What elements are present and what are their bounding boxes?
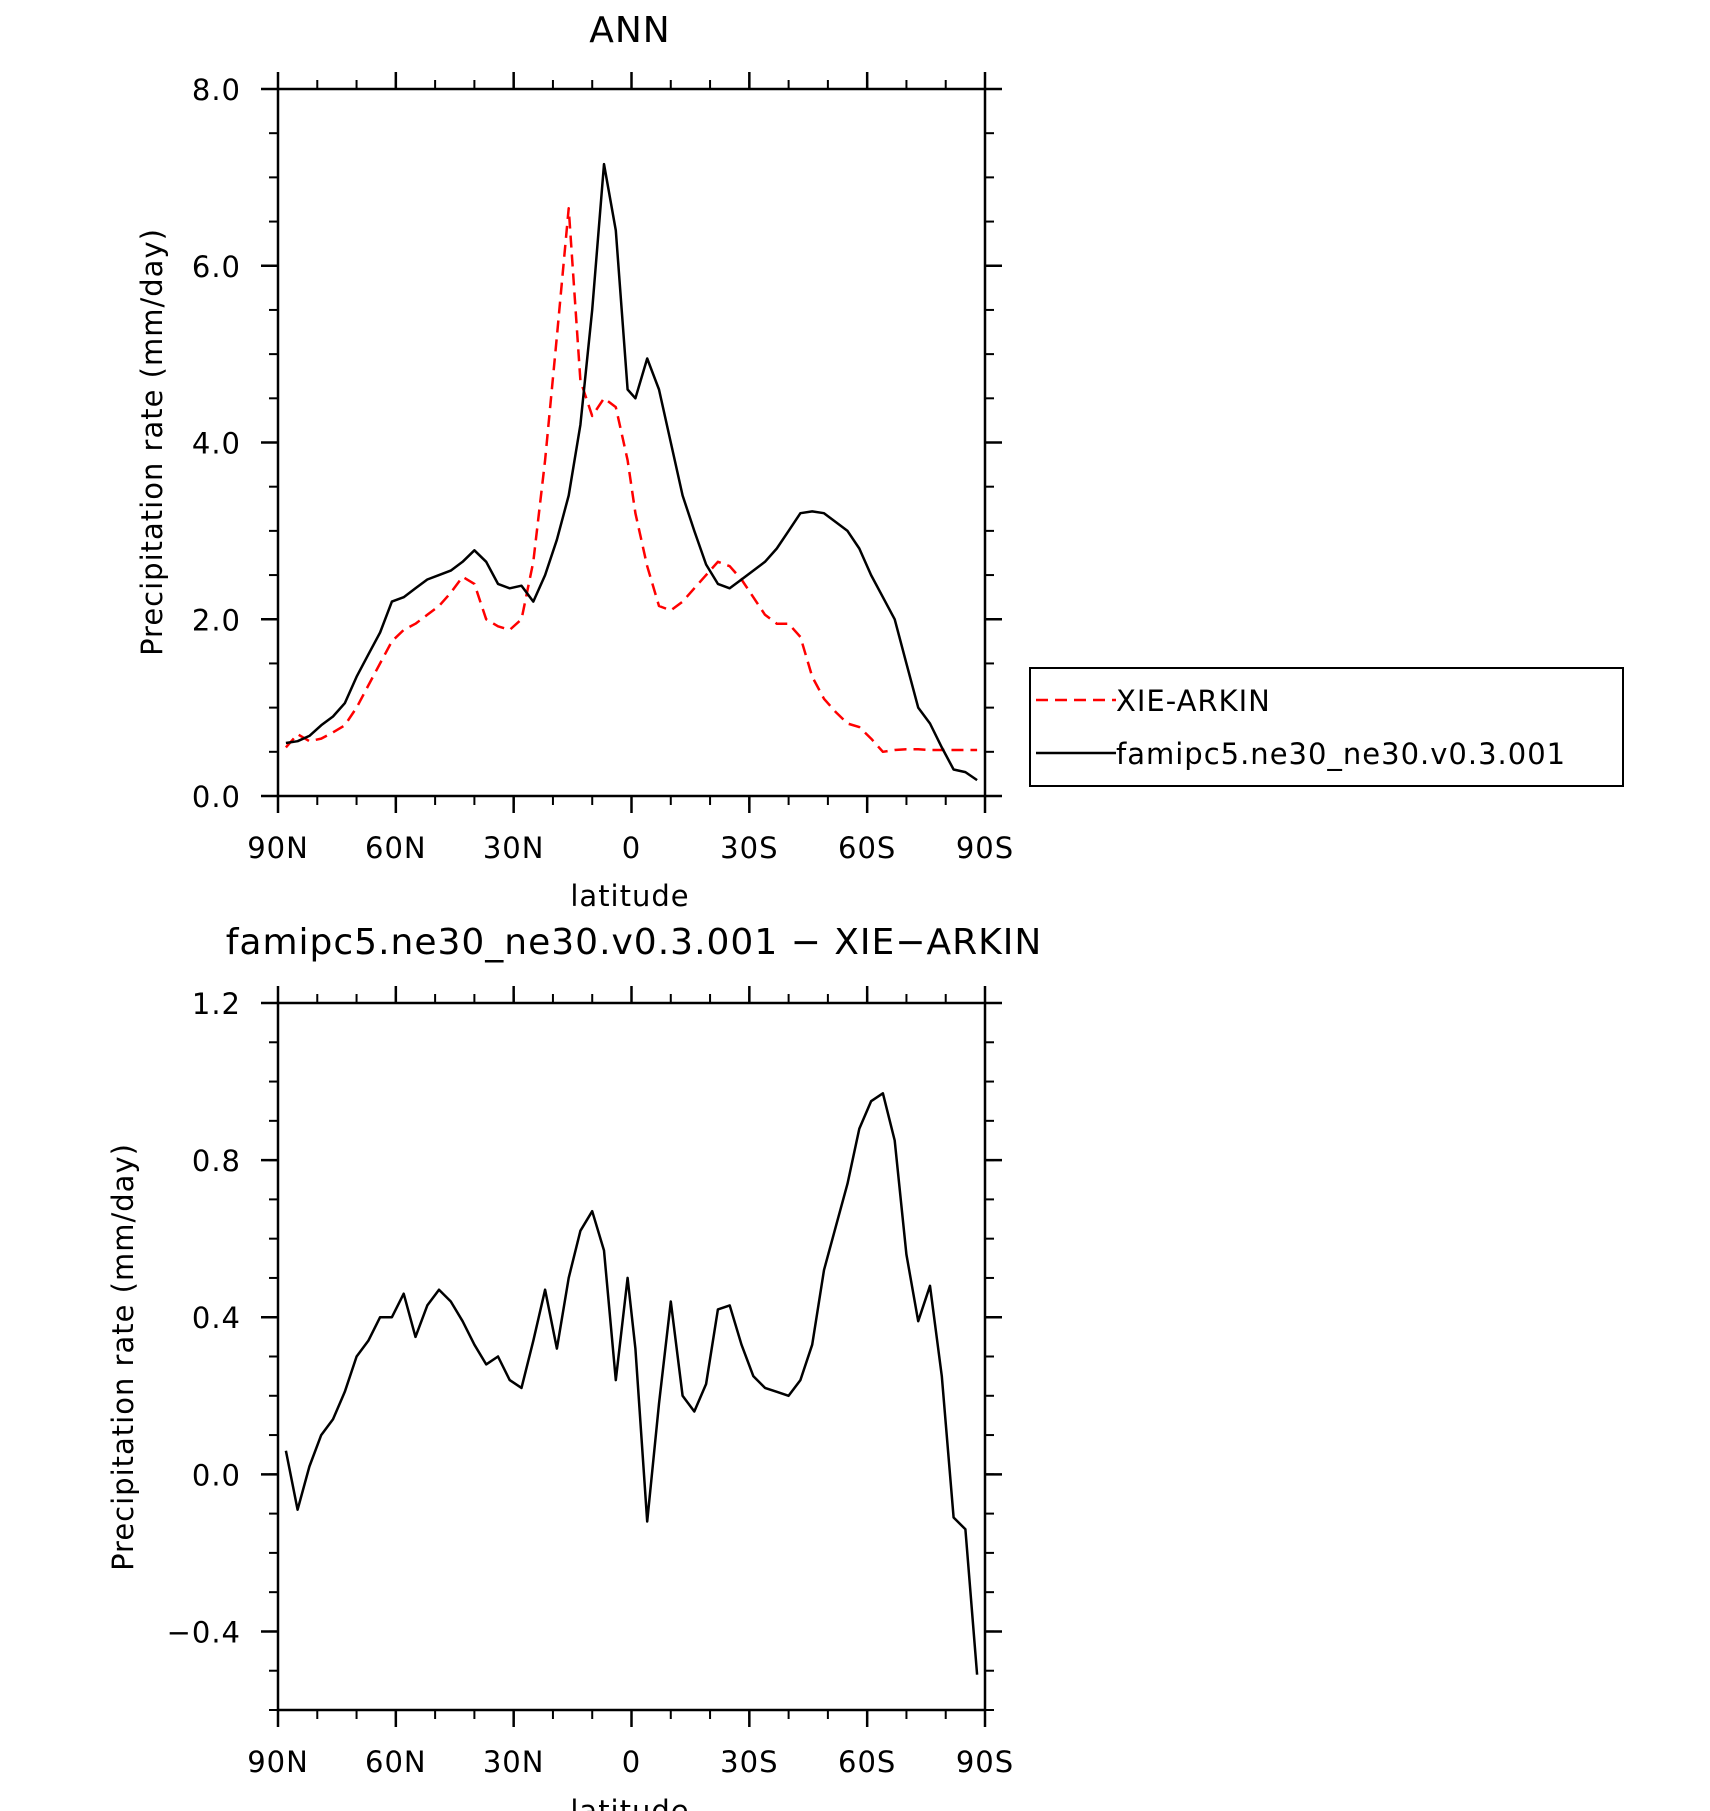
x-tick-label: 30S [720,1745,778,1779]
y-tick-label: 4.0 [192,427,241,461]
x-tick-label: 60S [838,831,896,865]
bottom-y-minor-ticks [269,1002,994,1711]
y-tick-label: 6.0 [192,250,241,284]
series-line-difference [284,1092,979,1675]
y-tick-label: 2.0 [192,603,241,637]
series-line-xie-arkin [284,207,978,754]
legend-box [1029,667,1624,787]
top-major-ticks [261,72,1002,813]
legend-label-xie-arkin: XIE-ARKIN [1116,684,1271,718]
bottom-series-group [284,1092,979,1675]
top-y-tick-labels: 0.0 2.0 4.0 6.0 8.0 [192,73,241,814]
bottom-y-tick-labels: −0.4 0.0 0.4 0.8 1.2 [167,987,241,1649]
bottom-panel: famipc5.ne30_ne30.v0.3.001 − XIE−ARKIN 9… [106,922,1043,1811]
series-line-famipc5-ne30-ne30-v0-3-001 [285,162,978,782]
x-tick-label: 0 [622,831,641,865]
bottom-x-minor-ticks [277,994,986,1719]
top-x-axis-label: latitude [570,879,689,913]
x-tick-label: 90S [956,1745,1014,1779]
legend-label-famipc5: famipc5.ne30_ne30.v0.3.001 [1116,737,1566,771]
y-tick-label: −0.4 [167,1615,241,1649]
x-tick-label: 30N [483,831,545,865]
x-tick-label: 0 [622,1745,641,1779]
x-tick-label: 60S [838,1745,896,1779]
x-tick-label: 60N [365,1745,427,1779]
bottom-y-axis-label: Precipitation rate (mm/day) [106,1143,140,1571]
top-panel: ANN 90N 60N 30N 0 30S 60S 90S 0.02.04.06.08.0 … [135,10,1624,913]
y-tick-label: 0.8 [192,1144,241,1178]
top-x-tick-labels: 90N 60N 30N 0 30S 60S 90S [247,831,1014,865]
x-tick-label: 30N [483,1745,545,1779]
top-y-axis-label: Precipitation rate (mm/day) [135,228,169,656]
top-series-group [284,162,978,782]
y-tick-label: 0.0 [192,1458,241,1492]
y-tick-label: 1.2 [192,987,241,1021]
y-tick-label: 8.0 [192,73,241,107]
y-tick-label: 0.4 [192,1301,241,1335]
top-chart-title: ANN [589,10,671,51]
top-plot-frame [276,87,987,798]
bottom-plot-frame [276,1001,987,1712]
top-x-minor-ticks [277,80,986,805]
x-tick-label: 30S [720,831,778,865]
bottom-major-ticks [261,986,1002,1727]
bottom-x-tick-labels: 90N 60N 30N 0 30S 60S 90S [247,1745,1014,1779]
y-tick-label: 0.0 [192,780,241,814]
x-tick-label: 90N [247,1745,309,1779]
x-tick-label: 60N [365,831,427,865]
x-tick-label: 90N [247,831,309,865]
legend: XIE-ARKIN famipc5.ne30_ne30.v0.3.001 [1029,667,1624,787]
bottom-chart-title: famipc5.ne30_ne30.v0.3.001 − XIE−ARKIN [226,922,1043,963]
bottom-x-axis-label: latitude [570,1794,689,1811]
top-y-minor-ticks [269,88,994,797]
x-tick-label: 90S [956,831,1014,865]
